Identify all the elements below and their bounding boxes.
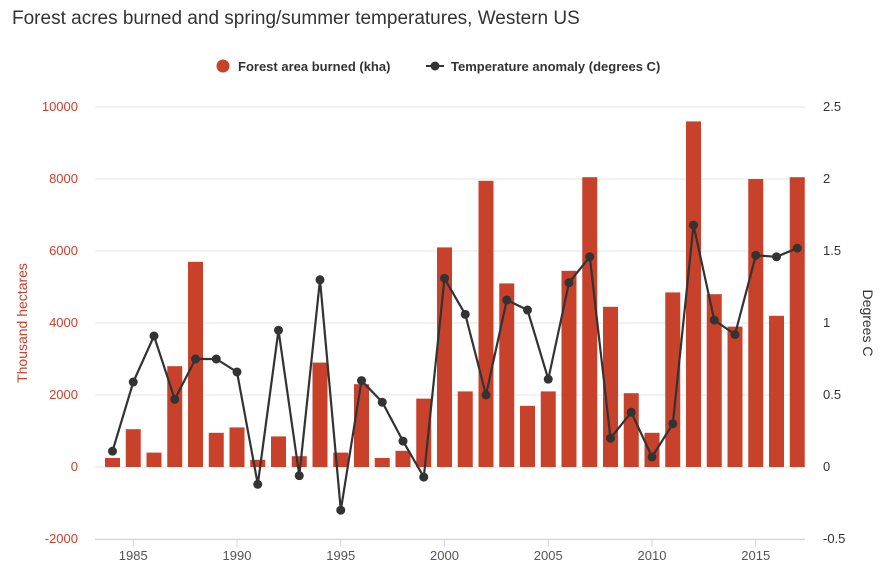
line-point [647,452,657,462]
line-point [128,377,138,387]
line-point [357,376,366,386]
line-point [398,436,408,446]
bar [686,121,701,468]
chart-title: Forest acres burned and spring/summer te… [12,8,580,29]
bar [727,326,743,467]
x-tick-label: 2010 [638,548,667,563]
line-series [108,220,802,515]
bar [125,429,141,467]
legend-marker-temp [430,61,440,71]
line-point [709,315,719,325]
bar [250,459,266,467]
y-axis-title: Thousand hectares [14,263,30,383]
line-point [191,354,200,364]
bar [208,432,224,467]
line-point [253,479,263,489]
bar [105,458,120,467]
bar [188,261,203,467]
line-point [751,250,761,260]
line-point [315,275,325,285]
line-point [585,252,595,262]
line-point [211,354,221,364]
line-point [460,309,470,319]
y2-axis-title: Degrees C [860,290,876,357]
line-point [336,505,346,515]
y-tick-label: 10000 [42,99,78,114]
y-tick-label: 0 [71,459,78,474]
y2-tick-label: 0 [823,459,830,474]
line-point [668,419,678,429]
x-tick-label: 1985 [119,548,148,563]
bar [499,283,515,467]
legend-marker-bars [216,59,230,73]
y2-tick-label: 2.5 [823,99,841,114]
x-tick-label: 1995 [326,548,355,563]
bar [623,393,639,467]
line-point [626,407,636,417]
line-point [502,295,512,305]
line-point [792,243,802,253]
bar [146,452,162,467]
bar [354,384,369,467]
y-tick-label: 2000 [49,387,78,402]
bar [789,177,805,467]
legend-label-temp: Temperature anomaly (degrees C) [451,59,660,74]
line-point [730,330,740,340]
line-point [419,472,429,482]
temperature-line [111,224,798,512]
line-point [606,433,615,443]
y2-tick-label: 1 [823,315,830,330]
bar [291,456,307,467]
line-point [772,252,781,262]
bar-series [105,121,805,468]
bar [603,306,618,467]
legend: Forest area burned (kha) Temperature anom… [216,59,660,74]
legend-label-bars: Forest area burned (kha) [238,59,390,74]
bar [748,179,764,467]
bar [540,391,556,467]
line-point [232,367,242,377]
y-tick-label: 6000 [49,243,78,258]
bar [769,315,784,467]
bar [271,436,286,467]
bar [312,362,328,467]
x-tick-label: 2005 [534,548,563,563]
bar [561,270,577,467]
bar [374,458,390,467]
line-point [481,390,491,400]
line-point [294,471,304,481]
y-tick-label: 8000 [49,171,78,186]
bar [520,405,535,467]
bar [437,247,452,467]
y-tick-label: 4000 [49,315,78,330]
bar [706,294,722,467]
x-tick-label: 2000 [430,548,459,563]
line-point [543,374,553,384]
x-tick-label: 2015 [741,548,770,563]
y2-tick-label: -0.5 [823,531,845,546]
line-point [523,305,532,315]
y2-tick-label: 0.5 [823,387,841,402]
bar [395,450,411,467]
bar [582,177,598,467]
bar [229,427,245,467]
y2-tick-label: 2 [823,171,830,186]
line-point [564,278,574,288]
line-point [108,446,117,456]
x-tick-label: 1990 [223,548,252,563]
line-point [440,273,449,283]
y-tick-label: -2000 [45,531,78,546]
line-point [377,397,387,407]
line-point [274,325,283,335]
line-point [149,331,159,341]
axes: -2000 0 2000 4000 6000 8000 10000 -0.5 0 0.5 1 1.5 2… [14,99,876,563]
bar [457,391,473,467]
line-point [689,220,698,230]
line-point [170,394,180,404]
y2-tick-label: 1.5 [823,243,841,258]
bar [478,180,494,468]
